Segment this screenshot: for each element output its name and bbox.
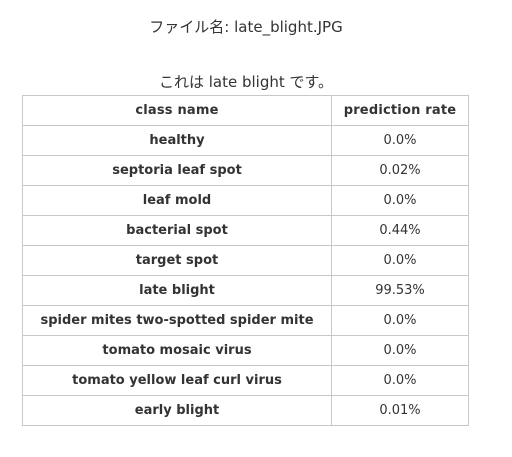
table-header-row: class name prediction rate [22,95,469,126]
class-name-cell: healthy [22,125,332,156]
table-row: spider mites two-spotted spider mite 0.0… [22,305,469,336]
class-name-cell: septoria leaf spot [22,155,332,186]
prediction-rate-cell: 0.0% [331,335,469,366]
class-name-cell: tomato mosaic virus [22,335,332,366]
prediction-rate-cell: 0.01% [331,395,469,426]
prediction-rate-cell: 0.0% [331,305,469,336]
table-row: septoria leaf spot 0.02% [22,155,469,186]
table-row: early blight 0.01% [22,395,469,426]
table-row: bacterial spot 0.44% [22,215,469,246]
prediction-rate-cell: 0.02% [331,155,469,186]
class-name-cell: tomato yellow leaf curl virus [22,365,332,396]
prediction-rate-cell: 99.53% [331,275,469,306]
class-name-cell: bacterial spot [22,215,332,246]
class-name-cell: early blight [22,395,332,426]
prediction-rate-cell: 0.0% [331,365,469,396]
column-header-prediction-rate: prediction rate [331,95,469,126]
prediction-rate-cell: 0.0% [331,185,469,216]
class-name-cell: spider mites two-spotted spider mite [22,305,332,336]
prediction-rate-cell: 0.0% [331,245,469,276]
file-name-label: ファイル名: late_blight.JPG [149,18,343,36]
prediction-rate-cell: 0.0% [331,125,469,156]
column-header-class-name: class name [22,95,332,126]
table-row: target spot 0.0% [22,245,469,276]
table-row: tomato mosaic virus 0.0% [22,335,469,366]
table-row: tomato yellow leaf curl virus 0.0% [22,365,469,396]
table-row: healthy 0.0% [22,125,469,156]
prediction-rate-cell: 0.44% [331,215,469,246]
result-message: これは late blight です。 [158,73,334,91]
table-row: late blight 99.53% [22,275,469,306]
prediction-table: class name prediction rate healthy 0.0% … [22,95,469,426]
class-name-cell: target spot [22,245,332,276]
class-name-cell: leaf mold [22,185,332,216]
table-row: leaf mold 0.0% [22,185,469,216]
class-name-cell: late blight [22,275,332,306]
